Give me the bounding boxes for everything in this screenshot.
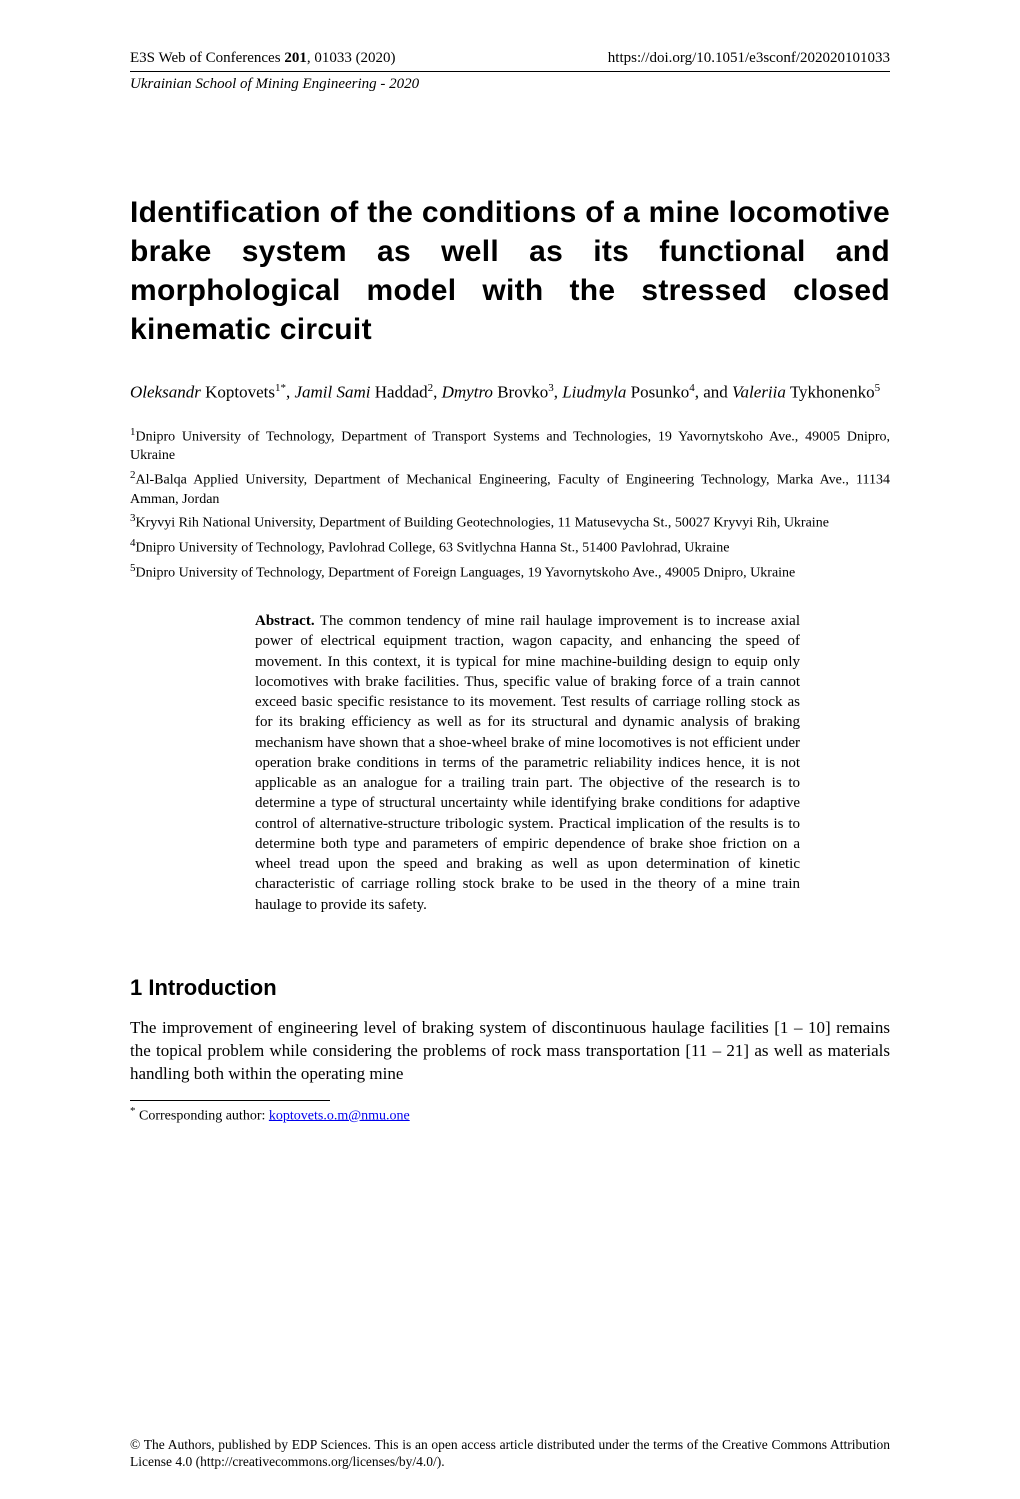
affiliation: 1Dnipro University of Technology, Depart…	[130, 425, 890, 466]
aff-text: Kryvyi Rih National University, Departme…	[136, 516, 829, 531]
author-sup: 3	[548, 382, 554, 394]
header-doi: https://doi.org/10.1051/e3sconf/20202010…	[608, 50, 890, 67]
affiliation: 4Dnipro University of Technology, Pavloh…	[130, 536, 890, 559]
author-last: Brovko	[497, 383, 548, 402]
aff-text: Dnipro University of Technology, Pavlohr…	[136, 541, 730, 556]
abstract-label: Abstract.	[255, 613, 315, 629]
footnote: * Corresponding author: koptovets.o.m@nm…	[130, 1105, 890, 1125]
body-paragraph: The improvement of engineering level of …	[130, 1017, 890, 1086]
running-header: E3S Web of Conferences 201, 01033 (2020)…	[130, 50, 890, 72]
author-first: Valeriia	[732, 383, 786, 402]
author-first: Jamil Sami	[294, 383, 370, 402]
aff-text: Al-Balqa Applied University, Department …	[130, 473, 890, 507]
author-last: Tykhonenko	[790, 383, 875, 402]
author-last: Haddad	[375, 383, 428, 402]
author-last: Koptovets	[205, 383, 275, 402]
page-container: E3S Web of Conferences 201, 01033 (2020)…	[0, 0, 1020, 1499]
abstract-text: The common tendency of mine rail haulage…	[255, 613, 800, 913]
author-sup: 4	[689, 382, 695, 394]
author-sup: 5	[875, 382, 881, 394]
author-sup: 1*	[275, 382, 286, 394]
affiliation: 3Kryvyi Rih National University, Departm…	[130, 511, 890, 534]
author-first: Oleksandr	[130, 383, 201, 402]
header-left: E3S Web of Conferences 201, 01033 (2020)	[130, 50, 396, 67]
affiliation-block: 1Dnipro University of Technology, Depart…	[130, 425, 890, 584]
corresponding-email-link[interactable]: koptovets.o.m@nmu.one	[269, 1108, 410, 1123]
abstract: Abstract. The common tendency of mine ra…	[255, 611, 800, 915]
conference-name: Ukrainian School of Mining Engineering -…	[130, 76, 890, 93]
affiliation: 5Dnipro University of Technology, Depart…	[130, 561, 890, 584]
author-first: Dmytro	[442, 383, 493, 402]
aff-text: Dnipro University of Technology, Departm…	[136, 565, 796, 580]
header-volume: 201	[284, 50, 307, 66]
copyright-notice: © The Authors, published by EDP Sciences…	[130, 1436, 890, 1471]
paper-title: Identification of the conditions of a mi…	[130, 193, 890, 349]
section-heading: 1 Introduction	[130, 975, 890, 1001]
affiliation: 2Al-Balqa Applied University, Department…	[130, 468, 890, 509]
header-left-prefix: E3S Web of Conferences	[130, 50, 284, 66]
header-left-suffix: , 01033 (2020)	[307, 50, 396, 66]
aff-text: Dnipro University of Technology, Departm…	[130, 429, 890, 463]
author-sup: 2	[428, 382, 434, 394]
author-list: Oleksandr Koptovets1*, Jamil Sami Haddad…	[130, 381, 890, 405]
footnote-text: Corresponding author:	[136, 1108, 269, 1123]
footnote-rule	[130, 1100, 330, 1101]
author-first: Liudmyla	[562, 383, 626, 402]
author-last: Posunko	[631, 383, 690, 402]
